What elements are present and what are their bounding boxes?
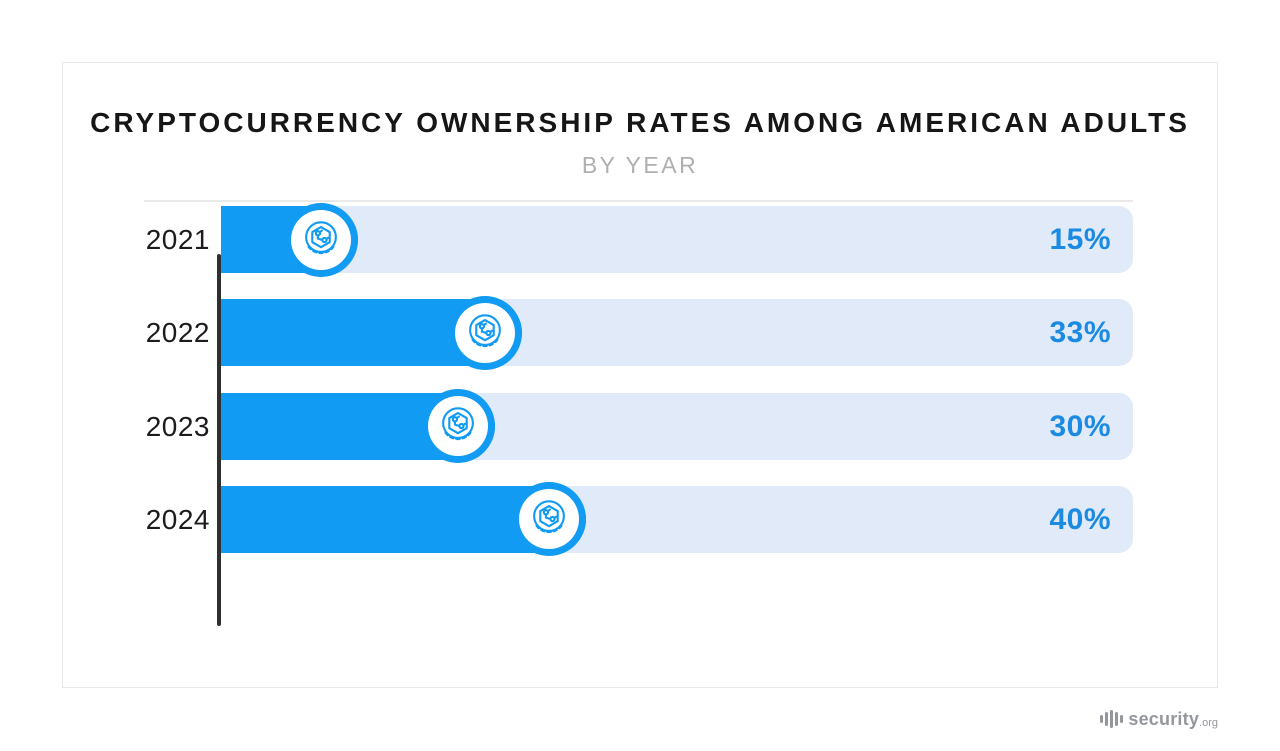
crypto-coin-icon bbox=[441, 407, 474, 441]
coin-badge bbox=[454, 302, 515, 363]
year-label: 2023 bbox=[145, 410, 210, 442]
crypto-coin-icon bbox=[304, 220, 337, 254]
bar-row: 2023 30% bbox=[63, 389, 1133, 464]
brand-name: security bbox=[1128, 708, 1200, 729]
bar-cap bbox=[511, 482, 586, 557]
chart-subtitle: BY YEAR bbox=[581, 152, 699, 178]
bar-track: 30% bbox=[221, 389, 1133, 464]
year-label: 2024 bbox=[145, 503, 210, 535]
bar-track: 15% bbox=[221, 202, 1133, 277]
crypto-coin-icon bbox=[532, 500, 565, 534]
bar-track: 40% bbox=[221, 482, 1133, 557]
value-label: 15% bbox=[1049, 223, 1111, 256]
divider bbox=[144, 200, 1133, 202]
coin-badge bbox=[518, 489, 579, 550]
chart-card: CRYPTOCURRENCY OWNERSHIP RATES AMONG AME… bbox=[62, 62, 1218, 688]
bar-cap bbox=[447, 295, 522, 370]
value-label: 33% bbox=[1049, 316, 1111, 350]
value-label: 40% bbox=[1049, 502, 1111, 536]
crypto-coin-icon bbox=[469, 314, 501, 347]
bar-row: 2022 33% bbox=[63, 295, 1133, 370]
bar-row: 2024 40% bbox=[63, 482, 1133, 557]
year-label: 2021 bbox=[145, 224, 210, 255]
coin-badge bbox=[427, 396, 488, 457]
brand-suffix: .org bbox=[1199, 717, 1218, 729]
bar-chart: 2021 15% bbox=[63, 202, 1133, 557]
bar-cap bbox=[420, 389, 495, 464]
y-axis-line bbox=[217, 254, 221, 626]
bar-cap bbox=[283, 202, 358, 277]
chart-title: CRYPTOCURRENCY OWNERSHIP RATES AMONG AME… bbox=[90, 107, 1190, 138]
bar-row: 2021 15% bbox=[63, 202, 1133, 277]
value-label: 30% bbox=[1049, 409, 1111, 443]
year-label: 2022 bbox=[145, 317, 210, 349]
coin-badge bbox=[290, 209, 351, 270]
security-logo-icon bbox=[1100, 710, 1124, 728]
brand-logo: security .org bbox=[1100, 706, 1218, 732]
bar-track: 33% bbox=[221, 295, 1133, 370]
